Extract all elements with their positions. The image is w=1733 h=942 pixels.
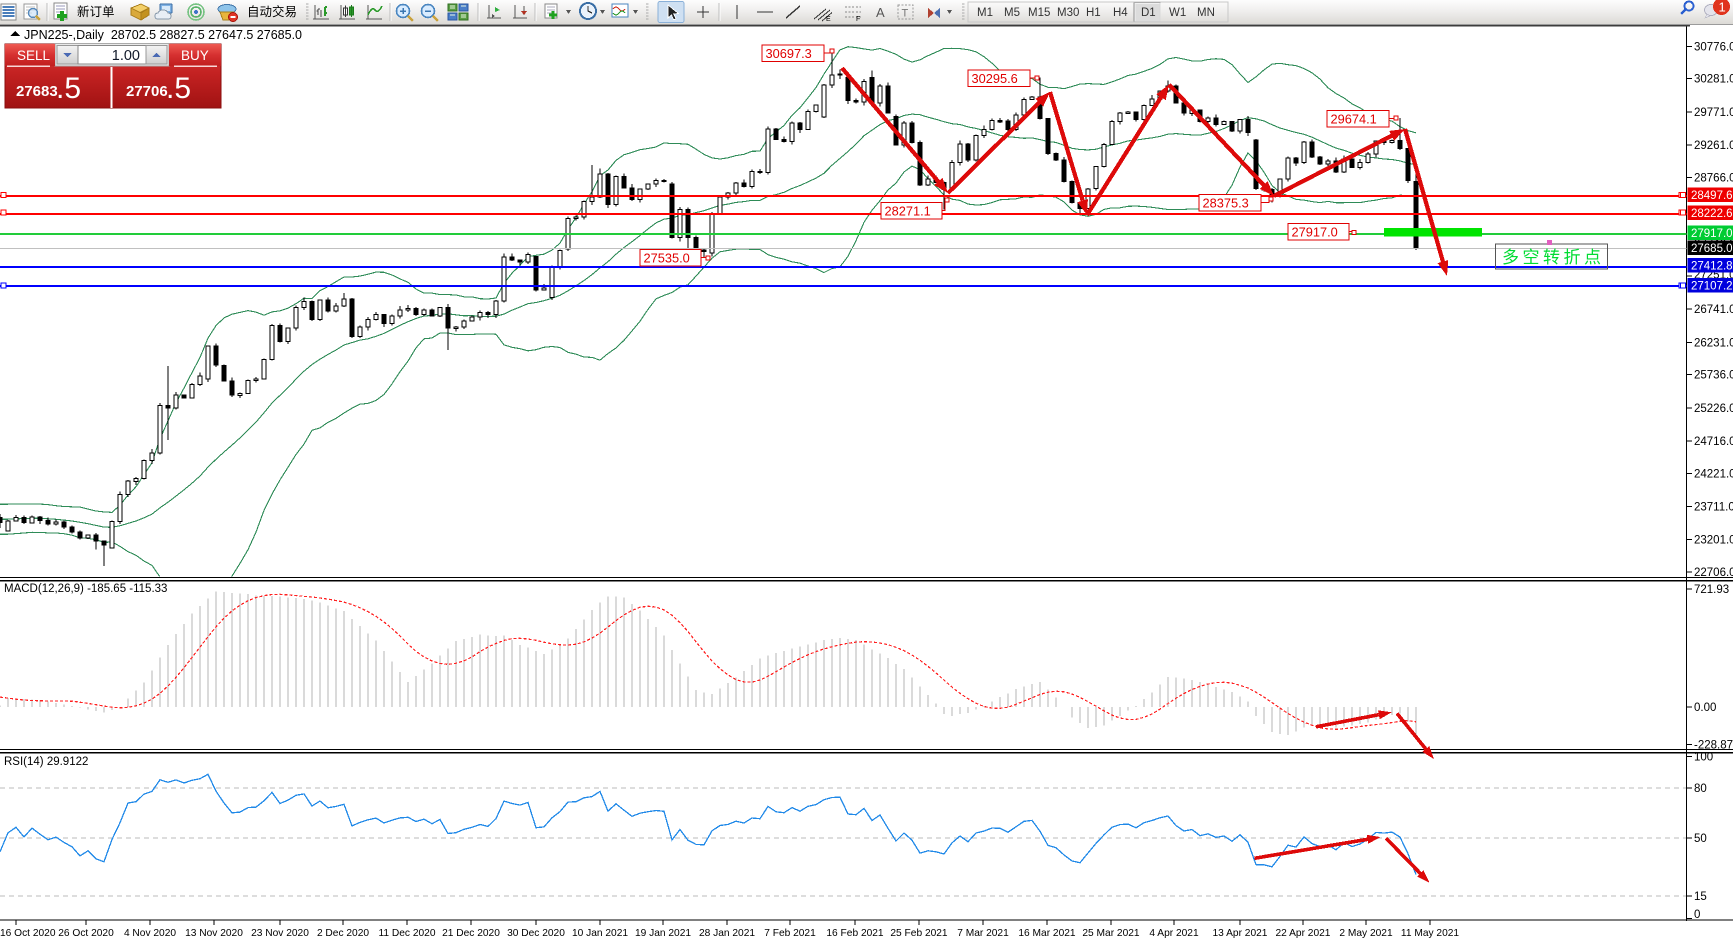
svg-text:29674.1: 29674.1 (1331, 112, 1377, 127)
svg-text:50: 50 (1694, 833, 1707, 845)
svg-text:10 Jan 2021: 10 Jan 2021 (572, 928, 628, 939)
svg-text:7 Feb 2021: 7 Feb 2021 (764, 928, 816, 939)
svg-text:28 Jan 2021: 28 Jan 2021 (699, 928, 755, 939)
svg-text:E: E (826, 16, 831, 23)
svg-text:30281.0: 30281.0 (1694, 74, 1733, 86)
svg-text:13 Apr 2021: 13 Apr 2021 (1213, 928, 1268, 939)
svg-text:16 Feb 2021: 16 Feb 2021 (826, 928, 884, 939)
svg-text:27685.0: 27685.0 (1691, 243, 1733, 255)
svg-text:25226.0: 25226.0 (1694, 403, 1733, 415)
svg-text:721.93: 721.93 (1694, 584, 1729, 596)
svg-text:19 Jan 2021: 19 Jan 2021 (635, 928, 691, 939)
svg-text:30697.3: 30697.3 (766, 46, 812, 61)
svg-text:28497.6: 28497.6 (1691, 190, 1733, 202)
svg-text:-228.87: -228.87 (1694, 739, 1733, 751)
svg-text:.5: .5 (56, 72, 81, 105)
svg-text:MACD(12,26,9) -185.65 -115.33: MACD(12,26,9) -185.65 -115.33 (4, 583, 167, 595)
svg-text:25 Mar 2021: 25 Mar 2021 (1082, 928, 1140, 939)
svg-text:30776.0: 30776.0 (1694, 41, 1733, 53)
svg-text:7 Mar 2021: 7 Mar 2021 (957, 928, 1009, 939)
svg-text:1.00: 1.00 (112, 48, 140, 64)
svg-text:H1: H1 (1086, 7, 1101, 19)
svg-text:JPN225-,Daily 28702.5 28827.5: JPN225-,Daily 28702.5 28827.5 27647.5 27… (24, 28, 302, 42)
svg-text:29771.0: 29771.0 (1694, 107, 1733, 119)
svg-text:30295.6: 30295.6 (972, 71, 1018, 86)
svg-text:.5: .5 (166, 72, 191, 105)
svg-text:24221.0: 24221.0 (1694, 468, 1733, 480)
svg-text:27706: 27706 (126, 83, 168, 100)
svg-text:27683: 27683 (16, 83, 58, 100)
svg-text:16 Mar 2021: 16 Mar 2021 (1018, 928, 1076, 939)
svg-text:4 Apr 2021: 4 Apr 2021 (1149, 928, 1199, 939)
svg-text:16 Oct 2020: 16 Oct 2020 (0, 928, 56, 939)
svg-text:M30: M30 (1057, 7, 1079, 19)
svg-text:0.00: 0.00 (1694, 702, 1716, 714)
svg-text:25736.0: 25736.0 (1694, 370, 1733, 382)
svg-text:23711.0: 23711.0 (1694, 502, 1733, 514)
svg-text:28766.0: 28766.0 (1694, 172, 1733, 184)
svg-text:BUY: BUY (181, 48, 209, 63)
svg-text:F: F (856, 16, 860, 23)
svg-text:2 Dec 2020: 2 Dec 2020 (317, 928, 369, 939)
svg-text:11 Dec 2020: 11 Dec 2020 (378, 928, 435, 939)
svg-text:27917.0: 27917.0 (1292, 225, 1338, 240)
svg-text:25 Feb 2021: 25 Feb 2021 (890, 928, 948, 939)
svg-text:21 Dec 2020: 21 Dec 2020 (442, 928, 500, 939)
svg-text:M15: M15 (1028, 7, 1050, 19)
svg-text:15: 15 (1694, 891, 1707, 903)
svg-text:27917.0: 27917.0 (1691, 228, 1733, 240)
svg-text:4 Nov 2020: 4 Nov 2020 (124, 928, 176, 939)
svg-text:26741.0: 26741.0 (1694, 304, 1733, 316)
svg-text:27535.0: 27535.0 (644, 251, 690, 266)
svg-text:22706.0: 22706.0 (1694, 567, 1733, 579)
svg-text:26 Oct 2020: 26 Oct 2020 (58, 928, 114, 939)
svg-text:A: A (876, 5, 885, 20)
svg-text:RSI(14) 29.9122: RSI(14) 29.9122 (4, 756, 88, 768)
svg-text:SELL: SELL (17, 48, 51, 63)
svg-text:2 May 2021: 2 May 2021 (1339, 928, 1393, 939)
svg-text:100: 100 (1694, 752, 1713, 764)
svg-text:24716.0: 24716.0 (1694, 436, 1733, 448)
svg-text:80: 80 (1694, 783, 1707, 795)
svg-text:0: 0 (1694, 909, 1700, 921)
svg-text:27412.8: 27412.8 (1691, 261, 1733, 273)
svg-text:M1: M1 (977, 7, 993, 19)
svg-text:28375.3: 28375.3 (1203, 196, 1249, 211)
svg-text:29261.0: 29261.0 (1694, 140, 1733, 152)
svg-text:MN: MN (1197, 7, 1215, 19)
svg-text:H4: H4 (1113, 7, 1128, 19)
svg-text:23201.0: 23201.0 (1694, 535, 1733, 547)
svg-text:22 Apr 2021: 22 Apr 2021 (1276, 928, 1331, 939)
svg-text:D1: D1 (1141, 7, 1156, 19)
svg-text:26231.0: 26231.0 (1694, 337, 1733, 349)
svg-text:W1: W1 (1169, 7, 1186, 19)
svg-text:28222.6: 28222.6 (1691, 208, 1733, 220)
svg-text:30 Dec 2020: 30 Dec 2020 (507, 928, 565, 939)
svg-text:28271.1: 28271.1 (885, 204, 931, 219)
svg-text:M5: M5 (1004, 7, 1020, 19)
svg-text:T: T (902, 8, 909, 20)
svg-text:多空转折点: 多空转折点 (1502, 248, 1605, 267)
svg-text:自动交易: 自动交易 (247, 4, 297, 19)
svg-text:11 May 2021: 11 May 2021 (1401, 928, 1459, 939)
svg-text:新订单: 新订单 (77, 4, 115, 19)
svg-text:1: 1 (1719, 0, 1726, 15)
svg-text:27107.2: 27107.2 (1691, 281, 1733, 293)
svg-text:13 Nov 2020: 13 Nov 2020 (185, 928, 243, 939)
svg-text:23 Nov 2020: 23 Nov 2020 (251, 928, 309, 939)
